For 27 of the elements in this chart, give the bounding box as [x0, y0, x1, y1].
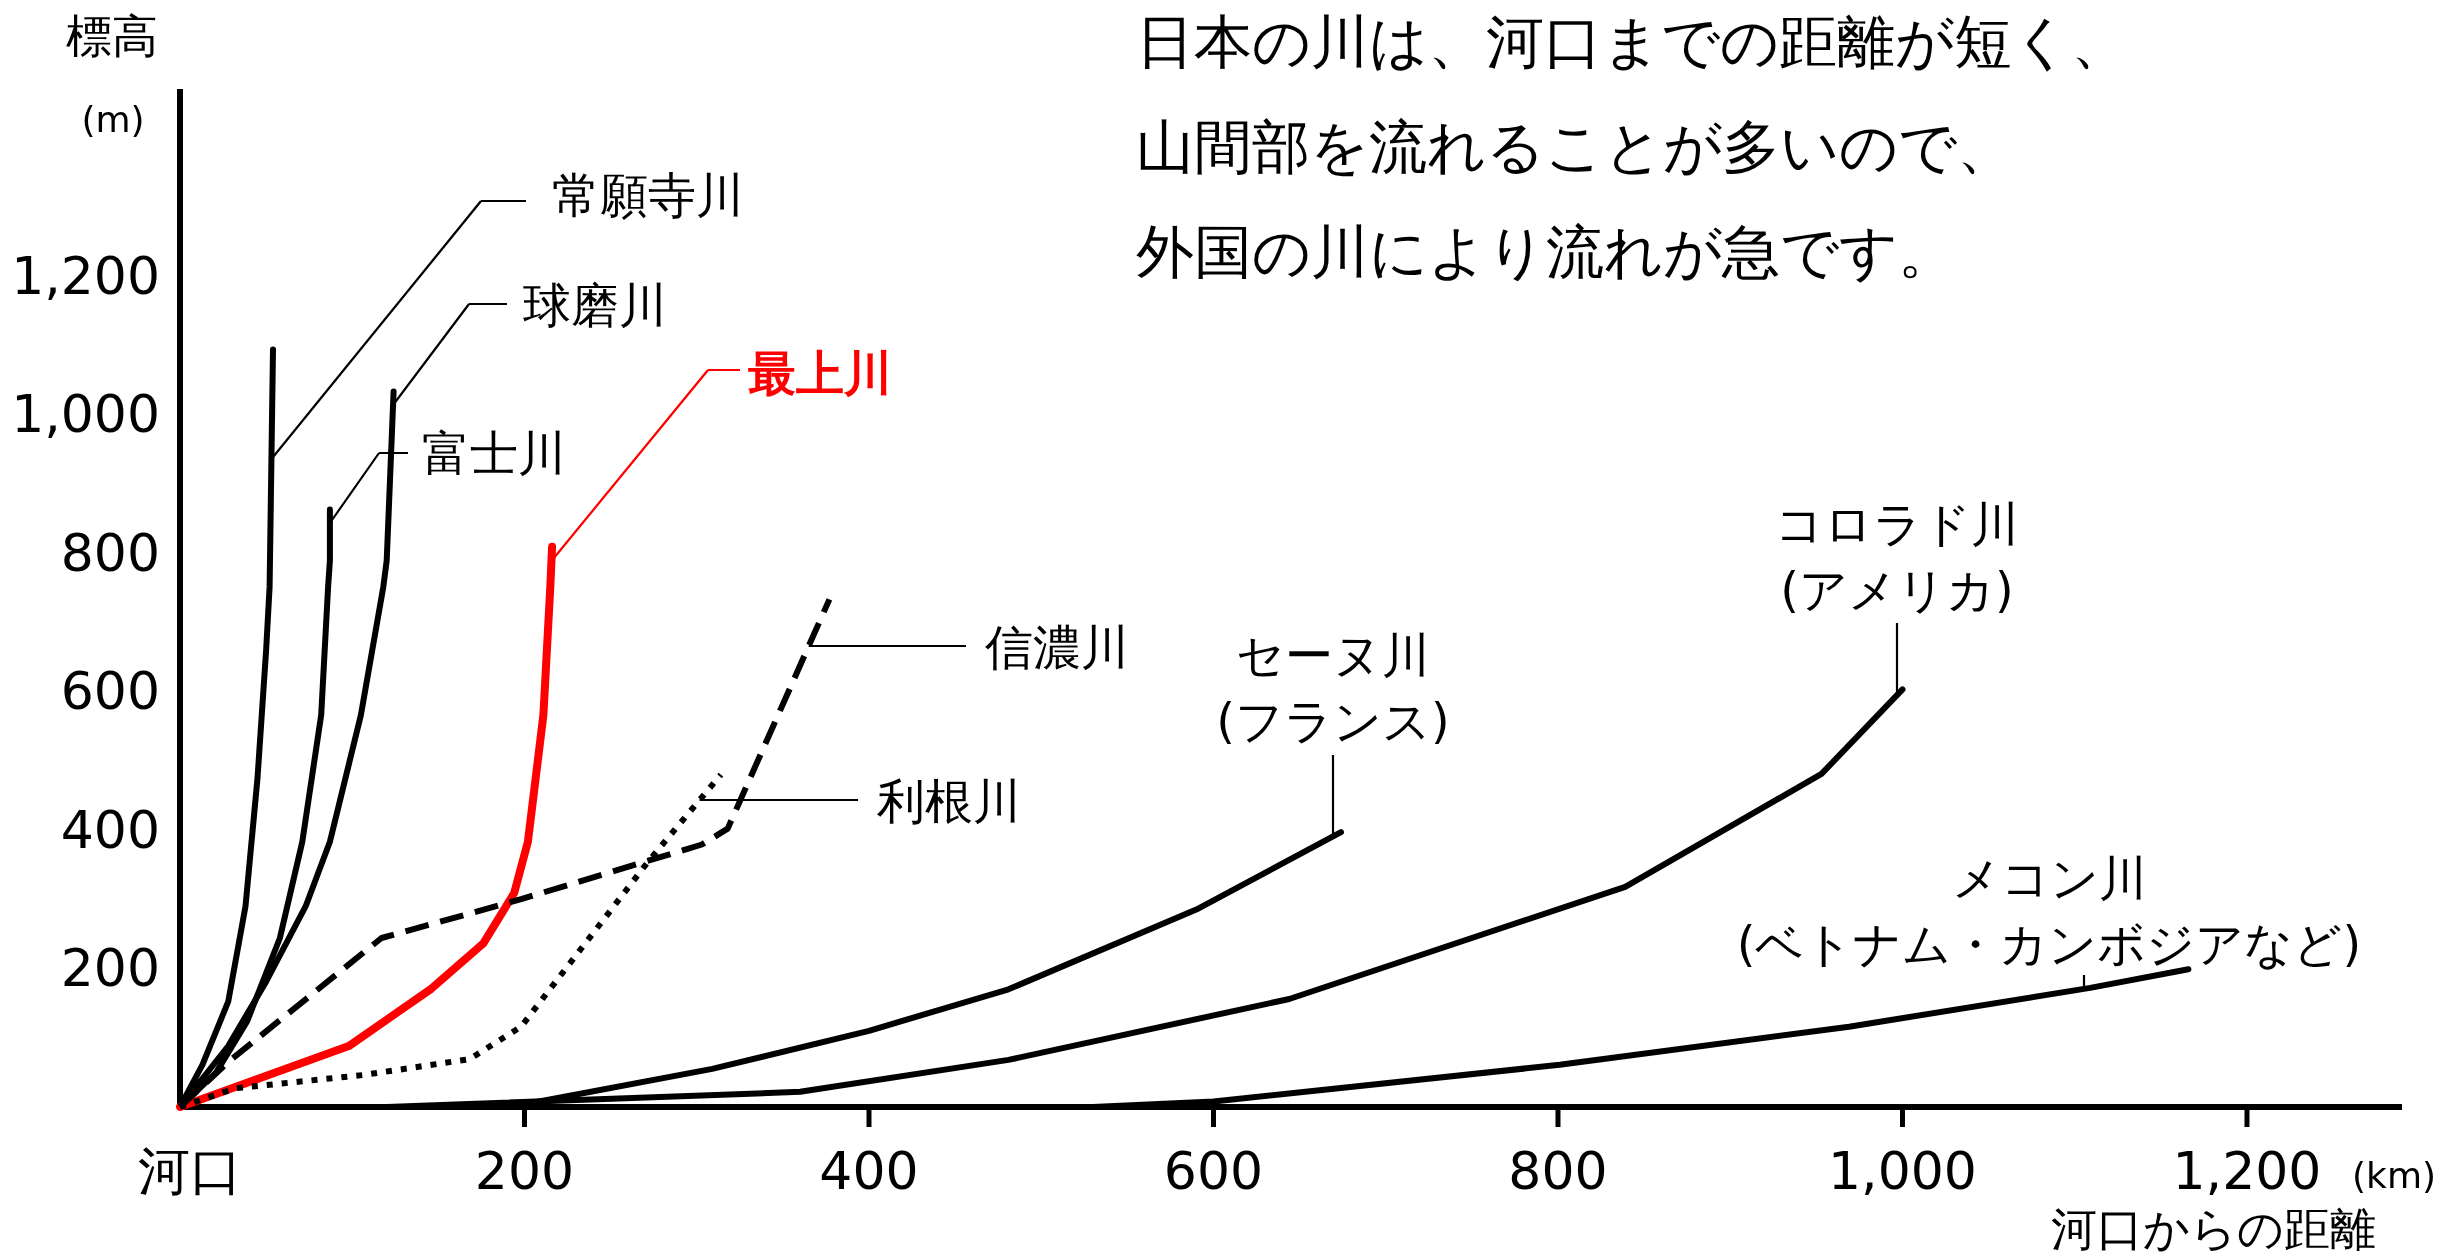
title: 日本の川は、河口までの距離が短く、山間部を流れることが多いので、外国の川により流れが急です。 — [1136, 8, 2129, 286]
y-tick-label: 1,000 — [11, 384, 160, 445]
x-tick-label: 200 — [474, 1141, 575, 1201]
y-tick-label: 400 — [60, 799, 160, 860]
x-axis-title: 河口からの距離 — [2050, 1202, 2376, 1254]
legend-label: 常願寺川 — [552, 167, 744, 223]
y-tick-label: 600 — [60, 661, 160, 722]
text: セーヌ川 (フランス) — [1216, 627, 1450, 749]
x-tick-label: 400 — [819, 1141, 919, 1201]
text: (m) — [81, 99, 145, 140]
text: コロラド川 (アメリカ) — [1775, 496, 2019, 618]
legend-label: 信濃川 — [985, 619, 1129, 675]
x-tick-label: 1,000 — [1828, 1141, 1977, 1201]
legend-label: 球磨川 — [523, 277, 667, 333]
legend-label: 富士川 — [422, 425, 566, 481]
series-label: メコン川 (ベトナム・カンボジアなど) — [1736, 850, 2362, 972]
legend-label: 最上川 — [748, 345, 892, 401]
y-tick-label: 1,200 — [11, 245, 160, 306]
x-tick-label: 800 — [1508, 1141, 1608, 1201]
legend-label: 利根川 — [877, 773, 1021, 829]
x-tick-label: 600 — [1163, 1141, 1264, 1201]
x-tick-label: 河口 — [138, 1141, 242, 1201]
y-axis-title: 標高 — [66, 9, 158, 63]
text: (km) — [2351, 1155, 2437, 1196]
y-tick-label: 200 — [60, 938, 160, 999]
x-tick-label: 1,200 — [2172, 1141, 2322, 1201]
y-tick-label: 800 — [60, 522, 160, 583]
